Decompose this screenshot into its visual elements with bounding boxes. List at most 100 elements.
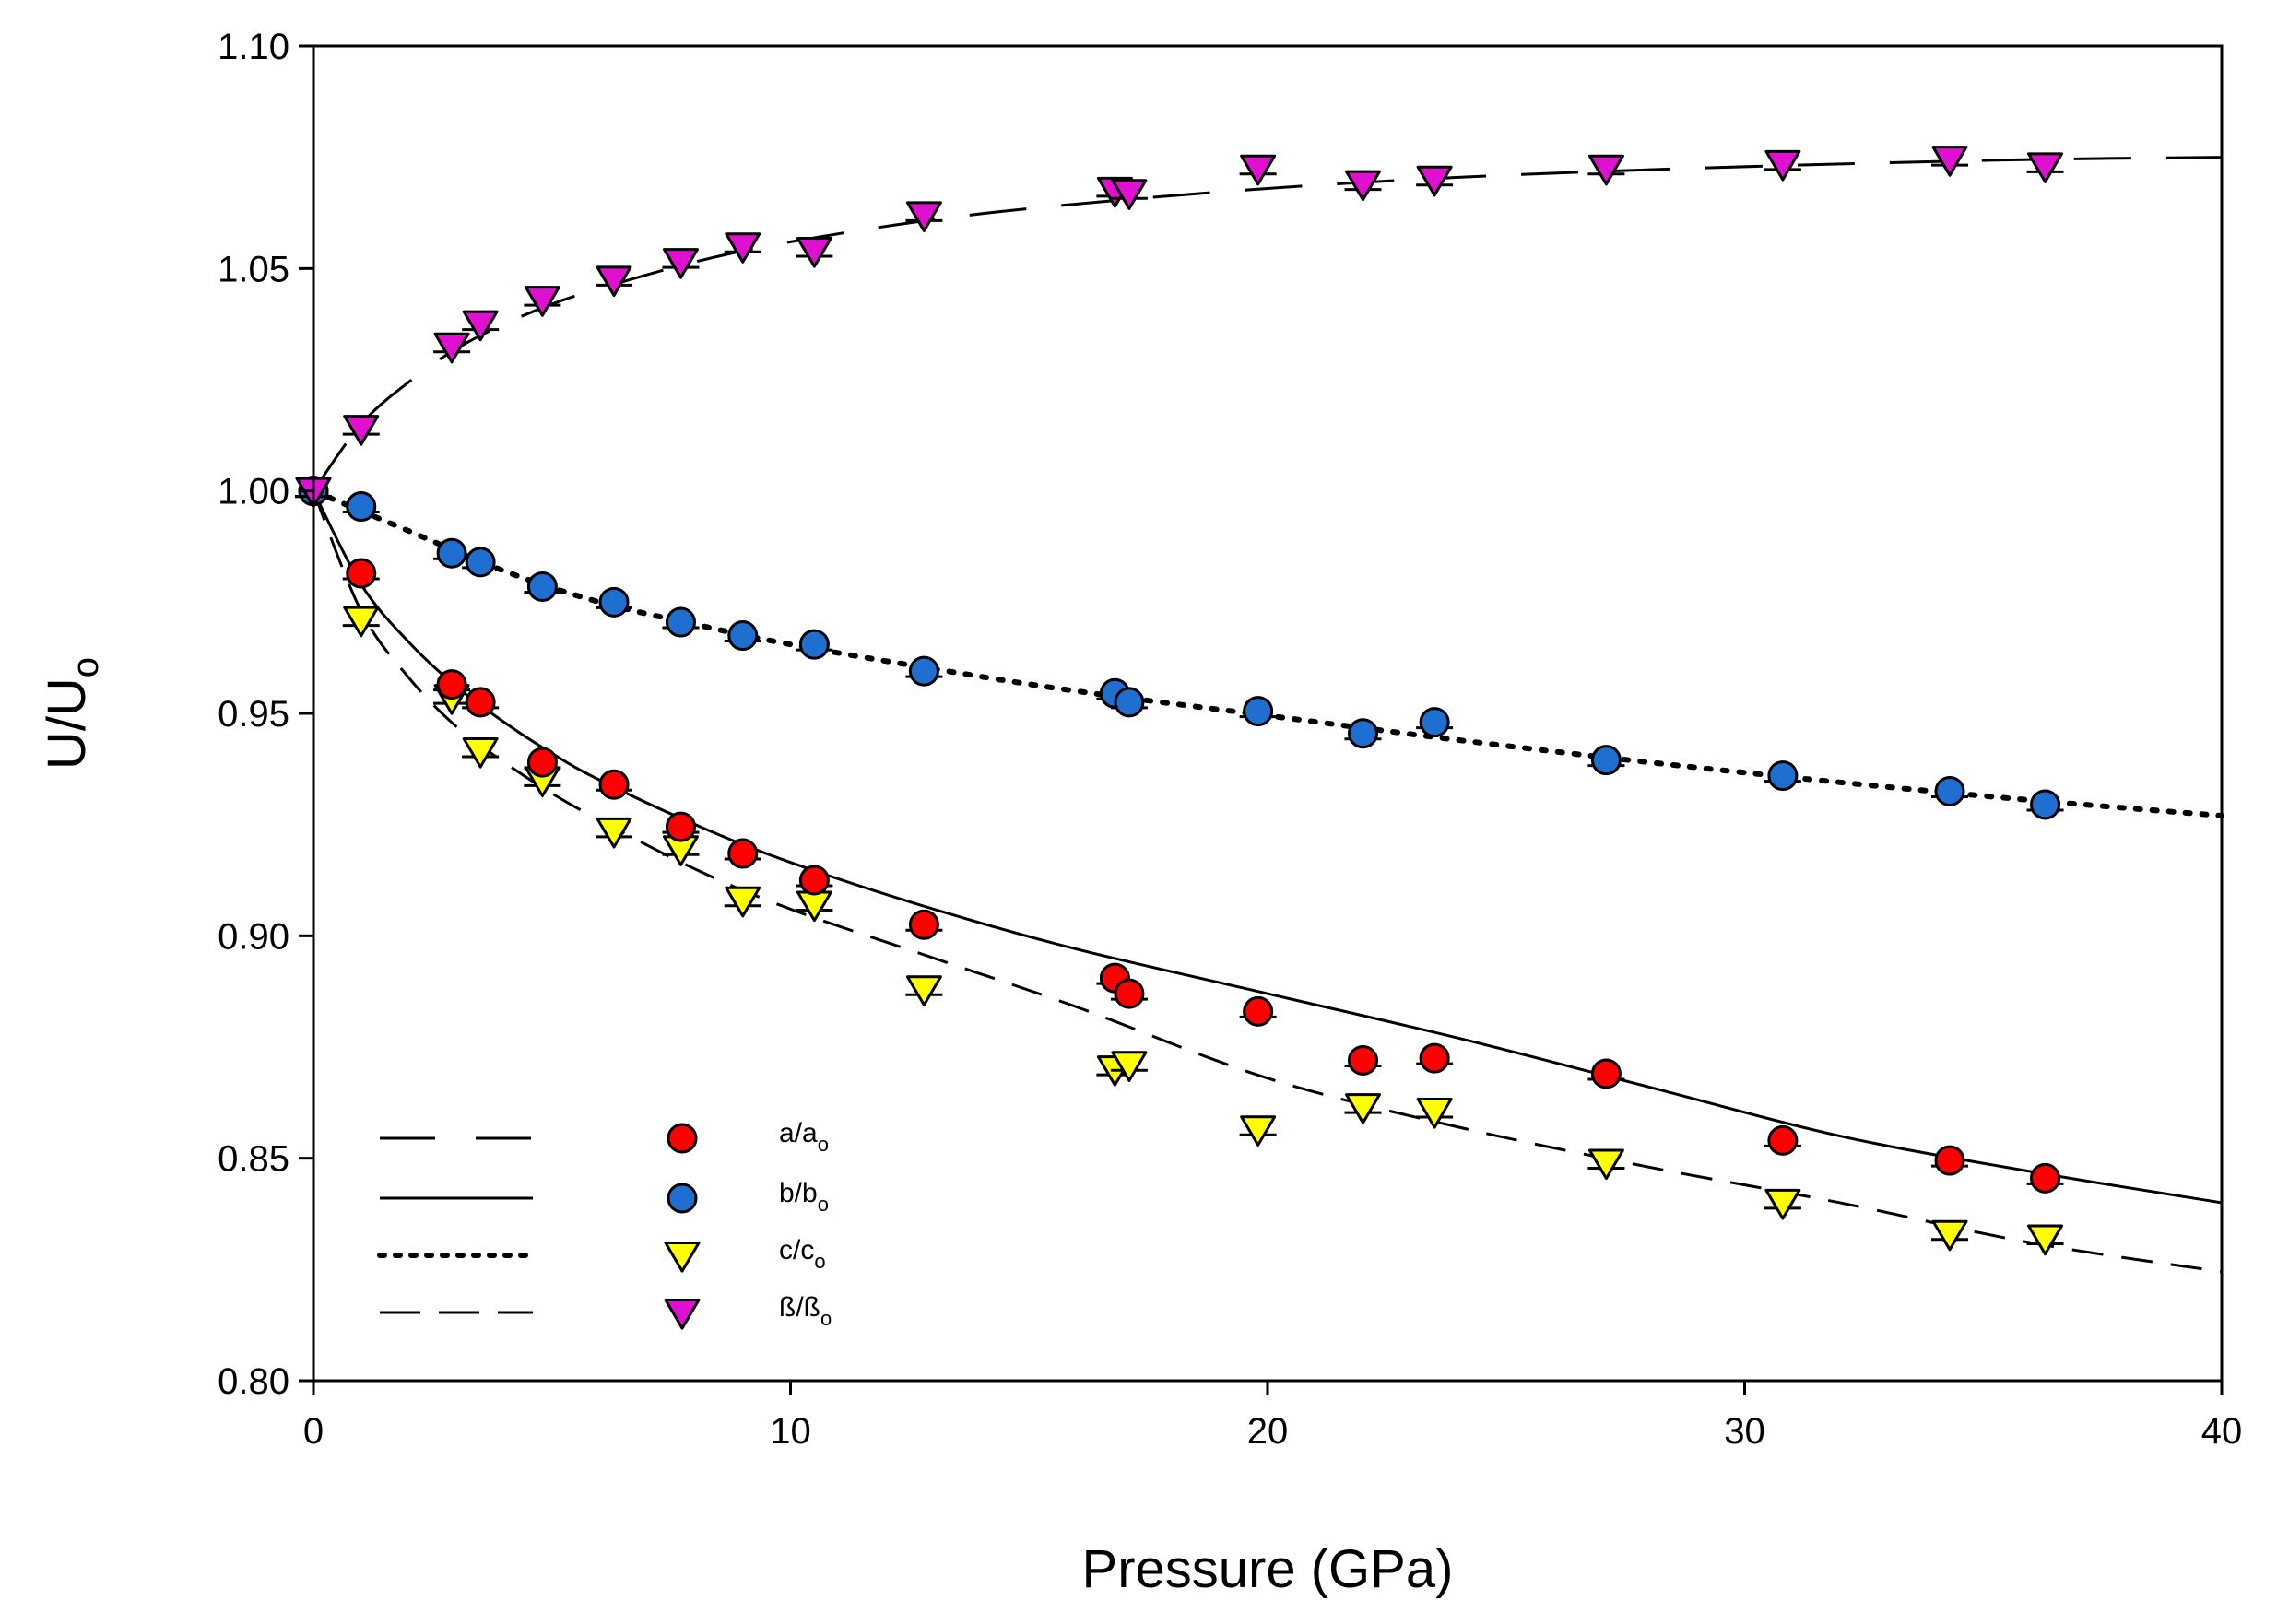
data-point-cco [725,886,761,918]
y-tick-label: 0.80 [218,1361,289,1402]
y-tick-label: 1.05 [218,249,289,289]
data-point-bbo [1243,696,1274,727]
data-point-bbo [1114,687,1145,718]
y-tick-label: 0.85 [218,1139,289,1180]
data-point-bbo [1348,718,1378,749]
data-points [295,146,2064,1256]
data-point-aao [598,769,630,800]
data-point-aao [2030,1162,2061,1194]
data-point-cco [796,890,832,923]
legend-marker [667,1183,698,1214]
data-point-beta [1931,146,1968,177]
x-axis: 0 10 20 30 40 [303,1381,2242,1452]
data-point-cco [2027,1224,2064,1256]
legend-label-sub: o [820,1307,832,1330]
data-point-cco [596,817,632,849]
y-axis-title-sub: o [65,657,106,677]
data-point-cco [1416,1097,1453,1129]
x-tick-label: 20 [1247,1411,1289,1452]
legend-label: ß/ßo [779,1292,832,1330]
y-axis-title: U/Uo [37,657,106,770]
data-point-cco [1111,1051,1148,1082]
data-point-beta [1764,149,1801,182]
legend-label-sub: o [814,1250,825,1273]
legend-label: c/co [779,1235,826,1273]
data-point-beta [662,248,699,279]
data-point-beta [596,265,632,297]
legend-label-main: c/c [779,1235,814,1265]
data-point-aao [1243,995,1274,1027]
data-point-bbo [1934,775,1965,806]
data-point-beta [905,201,942,233]
data-point-beta [1587,154,1624,186]
data-point-beta [1345,170,1381,202]
fit-c-curve [312,490,2223,1274]
data-point-beta [1111,179,1148,210]
data-point-aao [465,687,496,718]
y-tick-label: 0.95 [218,694,289,735]
x-tick-label: 10 [770,1411,811,1452]
legend-label-sub: o [818,1193,829,1216]
y-axis-title-main: U/U [37,677,97,770]
fit-b-curve [311,488,2224,819]
data-point-aao [526,747,558,778]
data-point-beta [796,237,832,268]
data-point-bbo [665,606,696,638]
data-point-bbo [346,491,377,523]
data-point-bbo [1590,745,1622,776]
data-point-beta [1416,165,1453,197]
y-tick-label: 0.90 [218,916,289,957]
data-point-cco [1931,1219,1968,1252]
data-point-cco [462,737,499,769]
legend-label: a/ao [779,1118,829,1156]
data-point-aao [436,669,467,700]
legend-marker [664,1299,701,1330]
data-point-aao [346,558,377,589]
legend-label-main: a/a [779,1118,818,1148]
data-point-cco [343,606,380,638]
legend-label-sub: o [818,1133,829,1156]
data-point-cco [1587,1148,1624,1181]
data-point-beta [433,332,470,364]
legend-label-main: ß/ß [779,1292,820,1323]
y-tick-label: 1.10 [218,27,289,67]
data-point-cco [1345,1093,1381,1124]
data-point-beta [725,232,761,264]
data-point-bbo [798,629,830,660]
data-point-bbo [598,586,630,618]
data-point-bbo [436,537,467,569]
data-point-cco [905,975,942,1006]
x-tick-label: 40 [2201,1411,2243,1452]
fit-beta-curve [312,156,2223,492]
data-point-beta [524,286,560,317]
data-point-aao [665,811,696,842]
data-point-beta [2027,152,2064,183]
data-point-aao [1114,978,1145,1009]
data-point-aao [1590,1058,1622,1089]
data-point-beta [462,310,499,342]
data-point-aao [1934,1145,1965,1176]
data-point-aao [1419,1042,1450,1074]
data-point-bbo [727,620,759,652]
data-point-beta [343,415,380,446]
legend: a/aob/boc/coß/ßo [377,1118,832,1330]
x-tick-label: 0 [303,1411,324,1452]
data-point-bbo [2030,789,2061,820]
data-point-cco [1240,1115,1277,1147]
legend-marker [664,1242,701,1273]
data-point-aao [1767,1124,1799,1156]
data-point-bbo [908,655,939,687]
data-point-aao [1348,1044,1378,1076]
legend-marker [667,1123,698,1154]
legend-label-main: b/b [779,1178,818,1208]
data-point-beta [1240,154,1277,186]
data-point-bbo [1767,760,1799,792]
y-axis: 0.80 0.85 0.90 0.95 1.00 1.05 1.10 [218,27,313,1402]
x-axis-title: Pressure (GPa) [1082,1539,1454,1599]
x-tick-label: 30 [1724,1411,1765,1452]
y-tick-label: 1.00 [218,472,289,512]
legend-label: b/bo [779,1178,829,1216]
data-point-bbo [465,547,496,578]
data-point-aao [727,838,759,869]
